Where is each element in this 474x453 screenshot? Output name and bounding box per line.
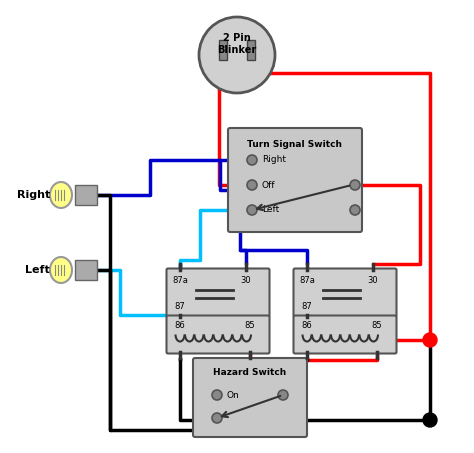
Text: Hazard Switch: Hazard Switch [213, 368, 287, 377]
FancyBboxPatch shape [166, 315, 270, 353]
Text: 85: 85 [372, 321, 383, 330]
Circle shape [350, 180, 360, 190]
Bar [219, 40, 227, 60]
Text: 30: 30 [241, 276, 251, 285]
Bar [247, 40, 255, 60]
Text: 87a: 87a [172, 276, 188, 285]
Circle shape [247, 155, 257, 165]
Text: 87: 87 [301, 302, 312, 311]
Text: Left: Left [25, 265, 50, 275]
Text: 87a: 87a [299, 276, 315, 285]
FancyBboxPatch shape [193, 358, 307, 437]
Text: 30: 30 [368, 276, 378, 285]
Text: Turn Signal Switch: Turn Signal Switch [247, 140, 343, 149]
Text: 85: 85 [245, 321, 255, 330]
Text: Off: Off [262, 180, 275, 189]
FancyBboxPatch shape [166, 269, 270, 317]
Text: On: On [227, 390, 240, 400]
Text: 87: 87 [174, 302, 185, 311]
Text: Left: Left [262, 206, 279, 215]
Bar [75, 260, 97, 280]
Circle shape [212, 390, 222, 400]
Text: Right: Right [262, 155, 286, 164]
Circle shape [278, 390, 288, 400]
Circle shape [212, 413, 222, 423]
Text: 86: 86 [301, 321, 312, 330]
Circle shape [247, 205, 257, 215]
Ellipse shape [50, 182, 72, 208]
Bar [75, 185, 97, 205]
Circle shape [350, 205, 360, 215]
FancyBboxPatch shape [293, 269, 396, 317]
Circle shape [423, 333, 437, 347]
Text: Right: Right [17, 190, 50, 200]
Text: 86: 86 [174, 321, 185, 330]
Circle shape [247, 180, 257, 190]
Circle shape [423, 413, 437, 427]
FancyBboxPatch shape [228, 128, 362, 232]
FancyBboxPatch shape [293, 315, 396, 353]
Ellipse shape [50, 257, 72, 283]
Text: 2 Pin
Blinker: 2 Pin Blinker [218, 33, 256, 55]
Circle shape [199, 17, 275, 93]
